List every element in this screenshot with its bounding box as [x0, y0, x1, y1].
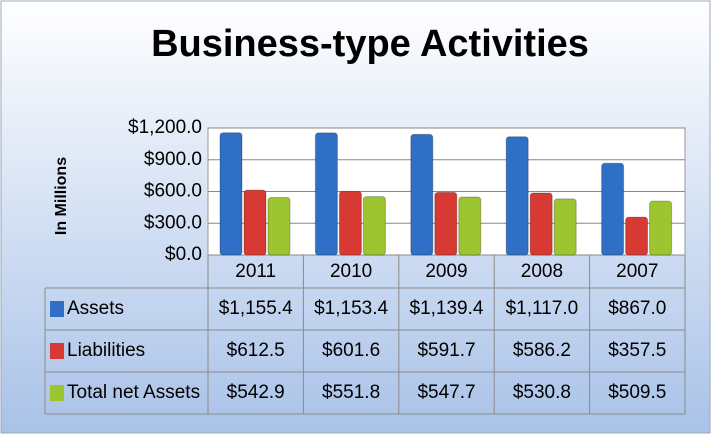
bar — [243, 189, 267, 256]
x-tick-label: 2010 — [330, 261, 372, 282]
bar — [553, 198, 577, 256]
y-tick-label: $900.0 — [144, 149, 202, 170]
y-axis-label: In Millions — [53, 157, 70, 235]
y-tick-label: $1,200.0 — [128, 117, 202, 138]
bar — [314, 132, 338, 256]
table-value: $551.8 — [322, 382, 380, 403]
bar — [362, 196, 386, 256]
x-tick-label: 2011 — [235, 261, 276, 282]
table-value: $867.0 — [608, 298, 666, 319]
bar — [625, 216, 649, 256]
bar — [529, 192, 553, 256]
table-value: $542.9 — [227, 382, 285, 403]
bar — [434, 191, 458, 256]
x-tick-label: 2009 — [425, 261, 467, 282]
legend-swatch — [50, 343, 64, 359]
x-tick-label: 2008 — [521, 261, 563, 282]
table-value: $1,117.0 — [506, 298, 579, 319]
y-tick-label: $0.0 — [165, 244, 202, 265]
table-value: $591.7 — [417, 340, 475, 361]
table-value: $586.2 — [513, 340, 571, 361]
chart-title: Business-type Activities — [151, 23, 589, 65]
legend-swatch — [50, 301, 64, 317]
bar — [219, 132, 243, 256]
legend-label: Assets — [67, 298, 124, 319]
table-value: $1,139.4 — [410, 298, 484, 319]
table-value: $509.5 — [608, 382, 666, 403]
bar — [458, 196, 482, 256]
legend-label: Liabilities — [67, 340, 145, 361]
x-tick-label: 2007 — [616, 261, 658, 282]
bar — [338, 190, 362, 256]
table-value: $601.6 — [322, 340, 380, 361]
table-value: $612.5 — [227, 340, 285, 361]
y-tick-label: $600.0 — [144, 181, 202, 202]
table-value: $1,155.4 — [219, 298, 293, 319]
bar — [601, 162, 625, 256]
table-value: $547.7 — [417, 382, 475, 403]
legend-swatch — [50, 385, 64, 401]
table-value: $530.8 — [513, 382, 571, 403]
bar — [410, 133, 434, 256]
table-value: $1,153.4 — [314, 298, 388, 319]
bar — [267, 197, 291, 256]
bar — [505, 136, 529, 256]
legend-label: Total net Assets — [67, 382, 200, 403]
bar — [649, 200, 673, 256]
y-tick-label: $300.0 — [144, 212, 202, 233]
table-value: $357.5 — [608, 340, 666, 361]
